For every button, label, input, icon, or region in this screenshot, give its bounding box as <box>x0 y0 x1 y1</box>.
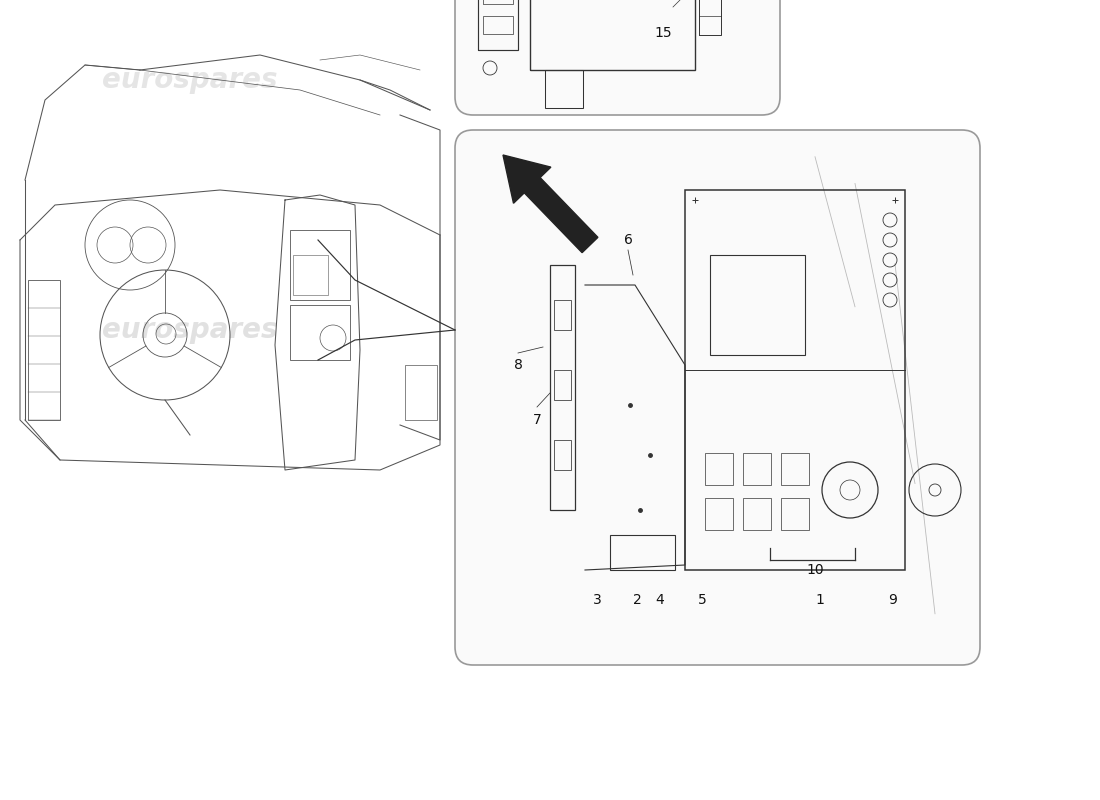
Text: eurospares: eurospares <box>102 66 277 94</box>
Bar <box>290 230 350 300</box>
Text: 1: 1 <box>815 593 824 607</box>
Bar <box>554 370 571 400</box>
Bar <box>698 0 720 35</box>
Text: 3: 3 <box>593 593 602 607</box>
Bar <box>554 300 571 330</box>
Bar <box>610 535 675 570</box>
Bar <box>530 0 695 70</box>
Text: eurospares: eurospares <box>609 410 750 430</box>
Bar <box>685 190 905 570</box>
Text: 8: 8 <box>514 358 522 372</box>
Text: 4: 4 <box>656 593 664 607</box>
Bar <box>483 16 513 34</box>
Text: 2: 2 <box>632 593 641 607</box>
Text: eurospares: eurospares <box>102 316 277 344</box>
Text: eurospares: eurospares <box>538 61 662 79</box>
Bar <box>290 305 350 360</box>
Bar <box>710 255 805 355</box>
Text: 9: 9 <box>889 593 898 607</box>
Bar <box>705 453 733 485</box>
Bar <box>293 255 328 295</box>
Text: 10: 10 <box>806 563 824 577</box>
Text: 5: 5 <box>697 593 706 607</box>
Bar <box>544 70 583 108</box>
FancyBboxPatch shape <box>455 130 980 665</box>
Bar <box>781 498 808 530</box>
Bar <box>405 365 437 420</box>
Bar <box>28 280 60 420</box>
Text: 7: 7 <box>532 413 541 427</box>
Text: 15: 15 <box>654 26 672 40</box>
Bar <box>705 498 733 530</box>
Text: 6: 6 <box>624 233 632 247</box>
Bar <box>742 453 771 485</box>
Bar <box>742 498 771 530</box>
FancyBboxPatch shape <box>455 0 780 115</box>
Bar <box>483 0 513 4</box>
Bar <box>554 440 571 470</box>
Bar <box>781 453 808 485</box>
Bar <box>478 0 518 50</box>
Bar <box>550 265 575 510</box>
FancyArrow shape <box>503 155 598 253</box>
Text: 11: 11 <box>654 0 672 2</box>
